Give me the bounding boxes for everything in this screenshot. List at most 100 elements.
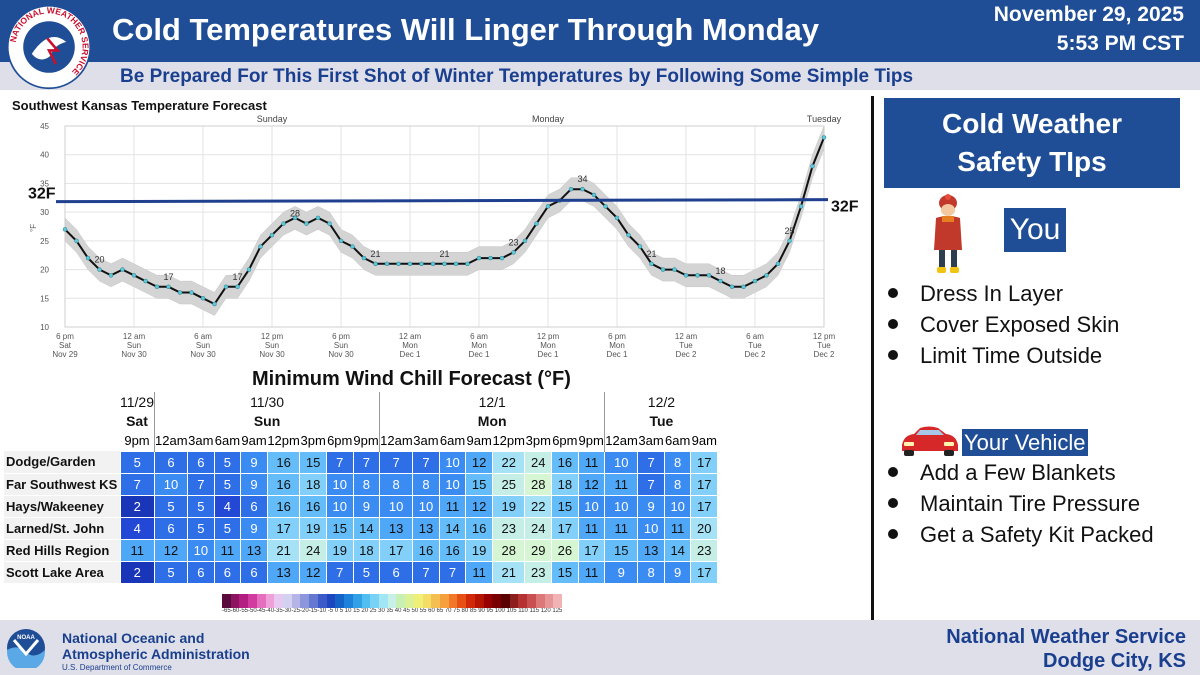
temperature-point (430, 261, 436, 267)
temperature-point (223, 284, 229, 290)
wind-chill-cell: 17 (690, 472, 719, 496)
x-tick-label: Sun (196, 341, 210, 350)
hour-header: 3am (188, 432, 214, 448)
x-tick-label: Dec 1 (538, 350, 559, 359)
colorbar-swatch (544, 594, 554, 608)
wind-chill-cell: 5 (187, 516, 215, 540)
temperature-point (545, 204, 551, 209)
header-bar: Cold Temperatures Will Linger Through Mo… (0, 0, 1200, 62)
wind-chill-cell: 13 (412, 516, 440, 540)
x-tick-label: Nov 29 (52, 350, 78, 359)
safety-tips-panel: Cold Weather Safety TIps You Dress In La… (874, 90, 1200, 620)
wind-chill-cell: 10 (379, 494, 414, 518)
wind-chill-cell: 21 (266, 538, 301, 562)
wind-chill-cell: 17 (690, 494, 719, 518)
wind-chill-cell: 11 (577, 560, 606, 584)
wind-chill-cell: 17 (690, 560, 719, 584)
tip-item: Maintain Tire Pressure (888, 488, 1154, 519)
temperature-point (419, 261, 424, 267)
wind-chill-cell: 25 (491, 472, 526, 496)
wind-chill-cell: 11 (577, 516, 606, 540)
wind-chill-colorbar (222, 594, 563, 608)
hour-header: 9am (691, 432, 717, 448)
colorbar-swatch (300, 594, 310, 608)
x-tick-label: 12 am (123, 332, 146, 341)
x-tick-label: Sun (265, 341, 279, 350)
wind-chill-cell: 10 (663, 494, 692, 518)
tip-text: Maintain Tire Pressure (920, 491, 1141, 516)
x-tick-label: Dec 1 (607, 350, 628, 359)
noaa-logo-icon: NOAA (7, 629, 45, 668)
wind-chill-cell: 15 (551, 494, 579, 518)
wind-chill-cell: 22 (491, 450, 526, 474)
table-corner (4, 392, 120, 411)
colorbar-swatch (422, 594, 432, 608)
x-tick-label: 6 am (746, 332, 764, 341)
table-row: Larned/St. John 4 6 5 5 9 17 19 15 14 13 13 14 16 23 24… (4, 516, 719, 540)
safety-title-line2: Safety TIps (957, 146, 1107, 177)
x-tick-label: Tue (817, 341, 831, 350)
noaa-logo-text: NOAA (17, 635, 35, 641)
temperature-points (62, 135, 827, 307)
temperature-point (729, 284, 735, 290)
data-label: 17 (232, 272, 242, 282)
colorbar-swatch (553, 594, 563, 608)
temperature-point (465, 261, 470, 267)
freezing-line (55, 198, 829, 204)
issue-time: 5:53 PM CST (1056, 32, 1184, 55)
temperature-point (97, 267, 102, 272)
y-tick-label: 35 (40, 179, 49, 188)
day-header: Sun (153, 411, 380, 430)
wind-chill-cell: 9 (637, 494, 665, 518)
wind-chill-cell: 13 (379, 516, 414, 540)
x-tick-label: 12 pm (261, 332, 284, 341)
wind-chill-cell: 5 (213, 472, 242, 496)
tip-text: Get a Safety Kit Packed (920, 522, 1154, 547)
office-location: Dodge City, KS (1043, 650, 1186, 672)
temperature-point (649, 261, 654, 267)
safety-tips-title: Cold Weather Safety TIps (884, 98, 1180, 188)
colorbar-swatch (309, 594, 318, 608)
data-label: 23 (508, 237, 518, 247)
temperature-point (62, 227, 68, 232)
hour-header: 9am (241, 432, 267, 448)
y-tick-label: 15 (40, 294, 49, 303)
you-tips-list: Dress In Layer Cover Exposed Skin Limit … (888, 278, 1119, 371)
temperature-point (74, 238, 79, 244)
wind-chill-cell: 20 (690, 516, 719, 540)
colorbar-swatch (256, 594, 266, 608)
x-tick-label: Dec 1 (469, 350, 490, 359)
wind-chill-cell: 19 (465, 538, 493, 562)
colorbar-swatch (431, 594, 440, 608)
issue-date: November 29, 2025 (993, 3, 1184, 26)
x-tick-label: 12 pm (813, 332, 836, 341)
wind-chill-cell: 11 (577, 450, 606, 474)
wind-chill-cell: 28 (524, 472, 553, 496)
wind-chill-cell: 10 (187, 538, 215, 562)
temperature-point (798, 204, 804, 209)
tip-text: Dress In Layer (920, 281, 1064, 306)
date-header: 12/1 (379, 392, 605, 411)
x-tick-label: Dec 2 (814, 350, 835, 359)
temperature-point (718, 278, 723, 284)
colorbar-swatch (396, 594, 406, 608)
you-label: You (1004, 208, 1066, 252)
x-tick-label: Nov 30 (328, 350, 354, 359)
wind-chill-cell: 15 (551, 560, 579, 584)
hour-header: 12pm (492, 432, 525, 448)
colorbar-swatch (352, 594, 362, 608)
temperature-point (177, 290, 183, 295)
data-label: 21 (646, 249, 656, 259)
wind-chill-cell: 16 (465, 516, 493, 540)
x-tick-label: Mon (471, 341, 487, 350)
wind-chill-cell: 15 (604, 538, 639, 562)
hour-header: 3am (413, 432, 439, 448)
hour-header: 12pm (267, 432, 300, 448)
location-label: Far Southwest KS (4, 473, 120, 496)
x-tick-label: 6 pm (332, 332, 350, 341)
wind-chill-cell: 8 (379, 472, 414, 496)
colorbar-swatch (291, 594, 301, 608)
location-label: Hays/Wakeeney (4, 495, 120, 518)
vehicle-label: Your Vehicle (962, 429, 1088, 456)
